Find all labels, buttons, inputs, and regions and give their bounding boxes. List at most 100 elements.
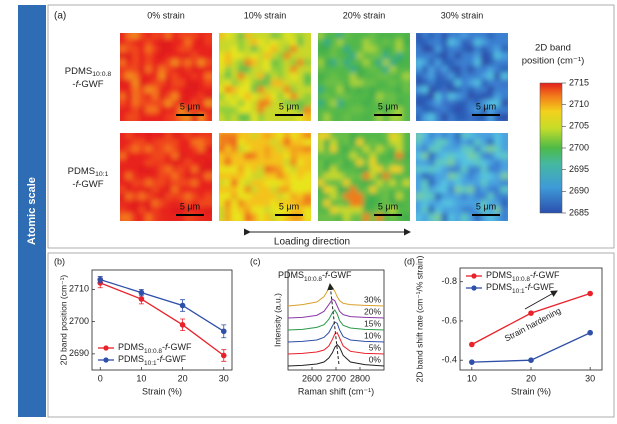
map-cell — [428, 192, 438, 203]
map-cell — [467, 152, 477, 162]
map-cell — [125, 33, 135, 42]
map-cell — [231, 179, 241, 189]
map-cell — [138, 38, 148, 49]
map-cell — [158, 33, 168, 42]
map-cell — [402, 65, 410, 76]
map-cell — [330, 65, 340, 76]
map-cell — [500, 59, 508, 69]
map-cell — [416, 138, 425, 149]
map-cell — [500, 133, 508, 142]
map-cell — [257, 133, 267, 142]
map-cell — [184, 106, 194, 116]
map-cell — [487, 159, 497, 169]
map-cell — [389, 38, 399, 49]
map-cell — [480, 33, 490, 42]
map-cell — [237, 186, 247, 196]
map-cell — [493, 159, 503, 169]
map-cell — [395, 199, 405, 209]
map-cell — [323, 113, 333, 121]
colorbar-tick-label: 2705 — [569, 121, 589, 131]
map-cell — [454, 86, 464, 96]
map-cell — [264, 199, 274, 209]
map-cell — [356, 106, 366, 116]
map-cell — [138, 213, 148, 221]
map-cell — [356, 45, 366, 55]
side-label: Atomic scale — [26, 177, 38, 245]
map-cell — [120, 92, 129, 103]
map-cell — [231, 199, 241, 209]
map-cell — [296, 79, 306, 89]
map-cell — [158, 199, 168, 209]
map-cell — [277, 179, 287, 189]
map-cell — [125, 192, 135, 203]
colorbar-tick-label: 2700 — [569, 142, 589, 152]
legend-marker — [103, 345, 109, 351]
data-point — [220, 328, 227, 335]
map-cell — [145, 206, 155, 216]
map-cell — [250, 33, 260, 42]
map-cell — [257, 79, 267, 89]
map-cell — [197, 79, 207, 89]
map-cell — [224, 65, 234, 76]
map-cell — [138, 72, 148, 82]
map-cell — [474, 72, 484, 82]
map-cell — [363, 79, 373, 89]
map-cell — [376, 72, 386, 82]
map-cell — [369, 79, 379, 89]
map-cell — [264, 99, 274, 109]
map-cell — [376, 65, 386, 76]
map-cell — [237, 213, 247, 221]
map-cell — [231, 99, 241, 109]
map-cell — [343, 199, 353, 209]
map-cell — [224, 133, 234, 142]
x-tick-label: 2800 — [350, 373, 370, 383]
map-cell — [389, 192, 399, 203]
map-cell — [480, 86, 490, 96]
map-cell — [120, 52, 129, 62]
map-cell — [480, 199, 490, 209]
map-cell — [441, 213, 451, 221]
map-cell — [500, 52, 508, 62]
map-cell — [382, 38, 392, 49]
map-cell — [461, 159, 471, 169]
map-cell — [330, 172, 340, 182]
map-cell — [158, 38, 168, 49]
map-cell — [244, 172, 254, 182]
map-cell — [158, 59, 168, 69]
map-cell — [487, 79, 497, 89]
map-cell — [219, 213, 228, 221]
map-cell — [283, 186, 293, 196]
map-cell — [219, 45, 228, 55]
strain-map — [416, 133, 508, 221]
map-cell — [303, 206, 311, 216]
legend-marker — [471, 273, 477, 279]
map-cell — [467, 59, 477, 69]
map-cell — [416, 86, 425, 96]
map-cell — [178, 145, 188, 155]
map-cell — [441, 52, 451, 62]
map-cell — [363, 113, 373, 121]
map-cell — [447, 65, 457, 76]
map-cell — [395, 152, 405, 162]
map-cell — [467, 33, 477, 42]
map-cell — [416, 52, 425, 62]
map-cell — [244, 113, 254, 121]
map-cell — [376, 145, 386, 155]
map-cell — [231, 145, 241, 155]
map-cell — [500, 186, 508, 196]
map-cell — [330, 152, 340, 162]
legend-marker — [471, 285, 477, 291]
map-cell — [125, 52, 135, 62]
map-cell — [219, 186, 228, 196]
map-cell — [204, 113, 212, 121]
map-cell — [197, 59, 207, 69]
map-cell — [158, 133, 168, 142]
map-cell — [303, 159, 311, 169]
map-cell — [382, 165, 392, 176]
map-cell — [402, 86, 410, 96]
map-cell — [237, 159, 247, 169]
map-cell — [165, 92, 175, 103]
map-cell — [330, 86, 340, 96]
map-cell — [474, 199, 484, 209]
map-cell — [296, 206, 306, 216]
